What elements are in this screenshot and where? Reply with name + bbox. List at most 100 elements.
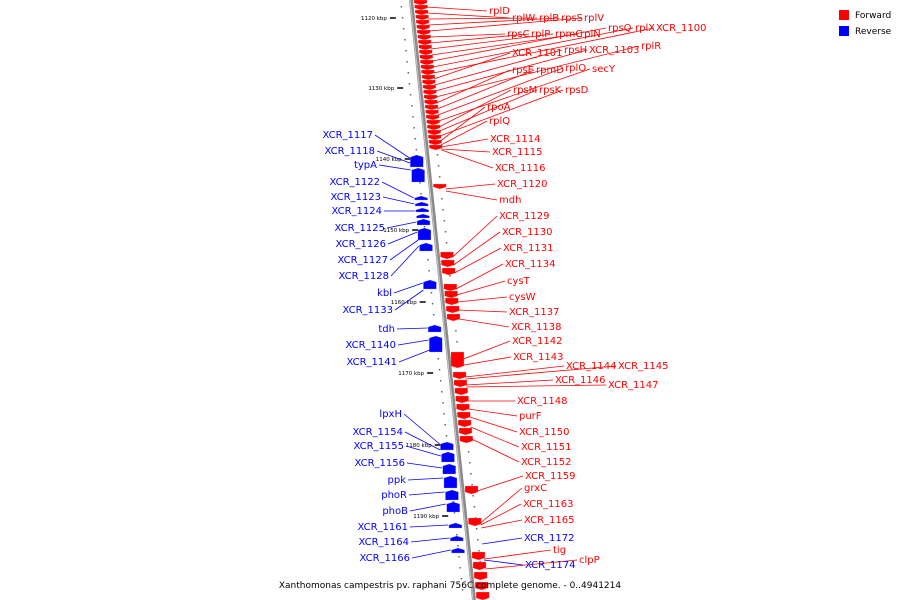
reverse-gene-label: tdh — [378, 324, 395, 335]
minor-tick — [468, 462, 471, 464]
reverse-gene-label: XCR_1141 — [346, 357, 397, 368]
reverse-gene-label: XCR_1156 — [354, 458, 405, 469]
minor-tick — [404, 39, 406, 41]
forward-gene-label: rpmC — [555, 29, 582, 40]
reverse-gene-arrow — [416, 213, 430, 219]
forward-label-leader — [441, 148, 491, 153]
forward-gene-arrow — [424, 99, 438, 106]
forward-gene-arrow — [476, 591, 490, 600]
forward-gene-arrow — [446, 313, 461, 322]
forward-gene-label: XCR_1145 — [618, 361, 669, 372]
reverse-label-leader — [393, 282, 423, 294]
reverse-gene-arrow — [448, 522, 463, 529]
minor-tick — [442, 402, 444, 404]
minor-tick — [437, 165, 440, 167]
minor-tick — [475, 528, 478, 530]
forward-gene-label: XCR_1120 — [497, 179, 548, 190]
forward-gene-arrow — [455, 395, 469, 404]
forward-gene-label: rplR — [641, 41, 661, 52]
minor-tick — [430, 292, 433, 294]
minor-tick — [443, 220, 446, 222]
forward-gene-label: XCR_1148 — [517, 396, 568, 407]
forward-gene-label: rplO — [565, 63, 586, 74]
forward-gene-arrow — [423, 94, 438, 101]
reverse-label-leader — [397, 339, 429, 346]
reverse-gene-arrow — [410, 154, 424, 168]
forward-gene-arrow — [416, 29, 431, 36]
forward-gene-arrow — [457, 419, 472, 428]
forward-gene-arrow — [427, 129, 441, 136]
reverse-gene-arrow — [451, 547, 465, 554]
reverse-gene-label: XCR_1126 — [335, 239, 386, 250]
forward-label-leader — [459, 318, 510, 328]
reverse-gene-arrow — [417, 227, 432, 241]
minor-tick — [427, 259, 429, 261]
forward-gene-arrow — [471, 551, 486, 561]
reverse-label-leader — [398, 349, 430, 363]
minor-tick — [437, 358, 440, 360]
reverse-gene-arrow — [411, 167, 425, 183]
legend: Forward Reverse — [839, 10, 892, 37]
reverse-gene-label: XCR_1164 — [358, 537, 409, 548]
forward-gene-arrow — [456, 403, 470, 412]
forward-gene-label: rpsM — [513, 85, 537, 96]
forward-label-leader — [427, 12, 511, 19]
minor-tick — [456, 341, 458, 343]
reverse-label-leader — [403, 413, 440, 445]
forward-gene-arrow — [419, 54, 433, 61]
tick-label: 1120 kbp — [361, 16, 387, 22]
forward-gene-label: rpsC — [507, 29, 530, 40]
reverse-label-leader — [390, 245, 420, 277]
forward-label-leader — [445, 183, 496, 190]
minor-tick — [412, 116, 414, 118]
forward-gene-arrow — [441, 267, 456, 276]
minor-tick — [407, 72, 410, 74]
reverse-label-leader — [408, 491, 445, 496]
forward-gene-arrow — [473, 571, 488, 581]
forward-gene-label: XCR_1146 — [555, 375, 606, 386]
reverse-label-leader — [405, 445, 441, 457]
reverse-gene-label: lpxH — [379, 409, 402, 420]
forward-gene-arrow — [445, 305, 460, 314]
minor-tick — [471, 484, 473, 486]
forward-label-leader — [433, 27, 655, 74]
reverse-gene-label: XCR_1127 — [337, 255, 388, 266]
forward-gene-arrow — [428, 139, 442, 146]
genome-backbone-highlight — [409, 0, 474, 600]
forward-gene-arrow — [425, 114, 440, 121]
minor-tick — [400, 6, 403, 8]
forward-gene-arrow — [443, 283, 457, 292]
forward-gene-label: purF — [519, 411, 542, 422]
minor-tick — [470, 473, 472, 475]
minor-tick — [474, 517, 477, 519]
legend-reverse-swatch — [839, 26, 849, 36]
forward-gene-label: rpsQ — [608, 23, 632, 34]
tick-label: 1140 kbp — [376, 157, 402, 163]
minor-tick — [431, 303, 434, 305]
minor-tick — [432, 314, 435, 316]
forward-label-leader — [465, 365, 617, 380]
label-layer: rplDrplWrplBrpsSrplVrpsCrplPrpmCrplNrpsQ… — [322, 6, 706, 571]
minor-tick — [420, 193, 422, 195]
genome-backbone — [409, 0, 476, 600]
forward-label-leader — [438, 68, 591, 122]
forward-gene-arrow — [422, 79, 436, 86]
minor-tick — [405, 50, 407, 52]
legend-forward-swatch — [839, 10, 849, 20]
minor-tick — [456, 534, 458, 536]
forward-gene-arrow — [458, 427, 473, 436]
forward-gene-arrow — [453, 379, 468, 388]
reverse-label-leader — [482, 537, 523, 545]
reverse-label-leader — [376, 150, 411, 164]
minor-tick — [473, 506, 476, 508]
reverse-label-leader — [381, 181, 414, 199]
forward-gene-arrow — [457, 411, 471, 420]
tick-label: 1150 kbp — [383, 228, 409, 234]
forward-gene-label: XCR_1115 — [492, 147, 543, 158]
forward-label-leader — [465, 365, 565, 378]
forward-gene-label: XCR_1147 — [608, 380, 659, 391]
reverse-gene-arrow — [423, 279, 437, 290]
forward-gene-arrow — [425, 109, 439, 116]
reverse-gene-arrow — [415, 201, 429, 207]
reverse-label-leader — [483, 559, 524, 566]
